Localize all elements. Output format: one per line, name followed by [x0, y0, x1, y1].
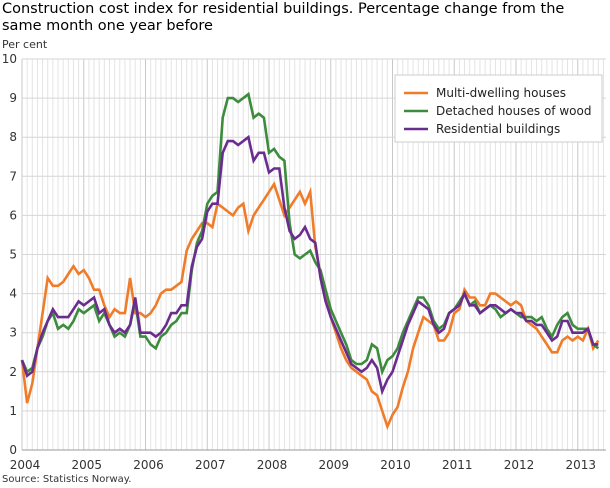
series-line-residential-buildings	[20, 134, 599, 396]
legend-label: Residential buildings	[436, 122, 560, 136]
y-tick-label: 1	[9, 404, 17, 418]
y-tick-label: 10	[2, 52, 17, 66]
y-tick-label: 7	[9, 169, 17, 183]
y-tick-label: 5	[9, 248, 17, 262]
y-tick-label: 6	[9, 208, 17, 222]
x-tick-label: 2009	[318, 458, 349, 472]
x-tick-label: 2004	[10, 458, 41, 472]
x-tick-label: 2013	[565, 458, 596, 472]
y-tick-label: 9	[9, 91, 17, 105]
y-tick-label: 0	[9, 443, 17, 457]
series-line-detached-houses-of-wood	[20, 91, 600, 376]
x-tick-label: 2011	[442, 458, 473, 472]
source-note: Source: Statistics Norway.	[2, 474, 132, 485]
legend-label: Detached houses of wood	[436, 104, 591, 118]
x-tick-label: 2010	[380, 458, 411, 472]
legend-label: Multi-dwelling houses	[436, 86, 566, 100]
x-tick-label: 2012	[504, 458, 535, 472]
chart-title: Construction cost index for residential …	[2, 1, 565, 34]
y-tick-label: 4	[9, 287, 17, 301]
y-axis-label: Per cent	[2, 38, 48, 51]
x-tick-label: 2008	[257, 458, 288, 472]
x-tick-label: 2007	[195, 458, 226, 472]
x-tick-label: 2006	[133, 458, 164, 472]
series-line-multi-dwelling-houses	[20, 181, 600, 431]
y-tick-label: 8	[9, 130, 17, 144]
legend-box	[394, 74, 603, 143]
x-tick-label: 2005	[71, 458, 102, 472]
y-tick-label: 2	[9, 365, 17, 379]
y-tick-label: 3	[9, 326, 17, 340]
